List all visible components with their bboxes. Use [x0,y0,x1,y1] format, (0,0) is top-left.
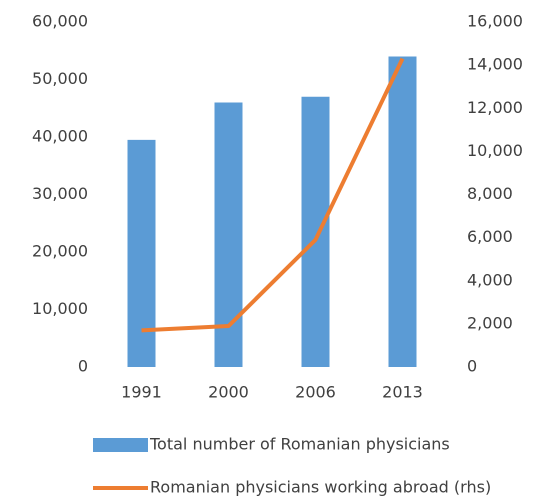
line [141,57,405,333]
legend-label: Total number of Romanian physicians [149,435,450,454]
y-tick-label: 10,000 [32,299,88,318]
y2-tick-label: 0 [467,357,477,376]
y2-tick-label: 6,000 [467,227,513,246]
y2-tick-label: 12,000 [467,98,523,117]
bar [301,96,330,367]
y2-tick-label: 16,000 [467,12,523,31]
y-tick-label: 30,000 [32,184,88,203]
y2-tick-label: 8,000 [467,184,513,203]
y2-tick-label: 14,000 [467,55,523,74]
y2-tick-label: 10,000 [467,141,523,160]
x-tick-label: 1991 [121,383,162,402]
bar [127,139,156,367]
y-tick-label: 50,000 [32,69,88,88]
x-tick-label: 2000 [208,383,249,402]
y2-tick-label: 2,000 [467,313,513,332]
legend-swatch [93,438,148,452]
y-tick-label: 40,000 [32,127,88,146]
bar [214,102,243,367]
y-tick-label: 20,000 [32,242,88,261]
x-tick-label: 2013 [382,383,423,402]
y-tick-label: 60,000 [32,12,88,31]
bar [388,56,417,367]
x-tick-label: 2006 [295,383,336,402]
y2-tick-label: 4,000 [467,270,513,289]
y-tick-label: 0 [78,357,88,376]
legend-label: Romanian physicians working abroad (rhs) [150,478,491,497]
